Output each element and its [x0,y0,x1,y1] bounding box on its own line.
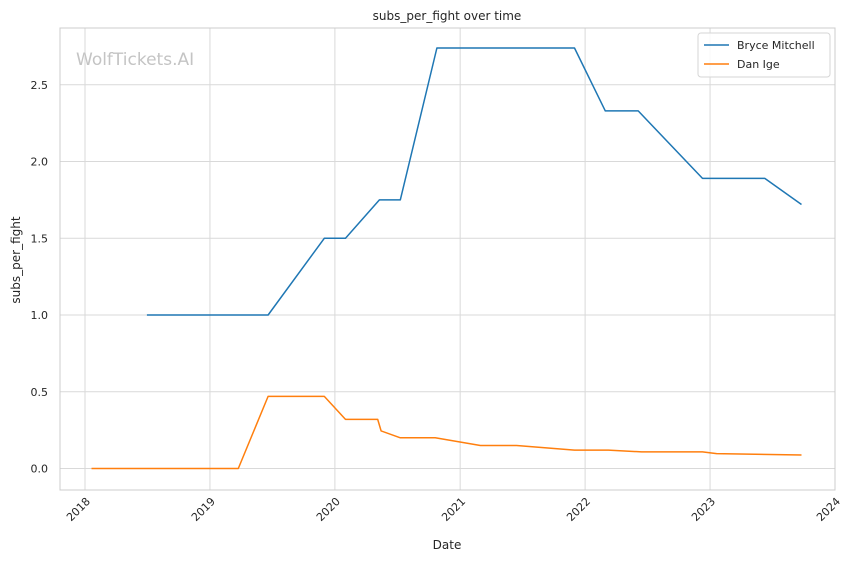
legend-box [697,32,831,78]
y-tick-label: 2.5 [31,79,49,92]
series-layer [91,47,802,470]
y-tick-label: 0.5 [31,386,49,399]
y-tick-label: 0.0 [31,463,49,476]
legend-label-bryce-mitchell: Bryce Mitchell [737,39,815,52]
y-axis-label: subs_per_fight [9,216,23,303]
y-tick-label: 2.0 [31,156,49,169]
series-line-bryce-mitchell [146,47,802,316]
watermark: WolfTickets.AI [76,50,194,70]
legend-label-dan-ige: Dan Ige [737,58,780,71]
plot-frame [59,27,836,491]
y-tick-label: 1.0 [31,309,49,322]
chart-title: subs_per_fight over time [373,9,522,23]
x-axis-label: Date [433,538,462,552]
legend: Bryce Mitchell Dan Ige [697,32,831,78]
series-line-dan-ige [91,395,802,470]
y-tick-label: 1.5 [31,232,49,245]
grid [60,28,836,490]
